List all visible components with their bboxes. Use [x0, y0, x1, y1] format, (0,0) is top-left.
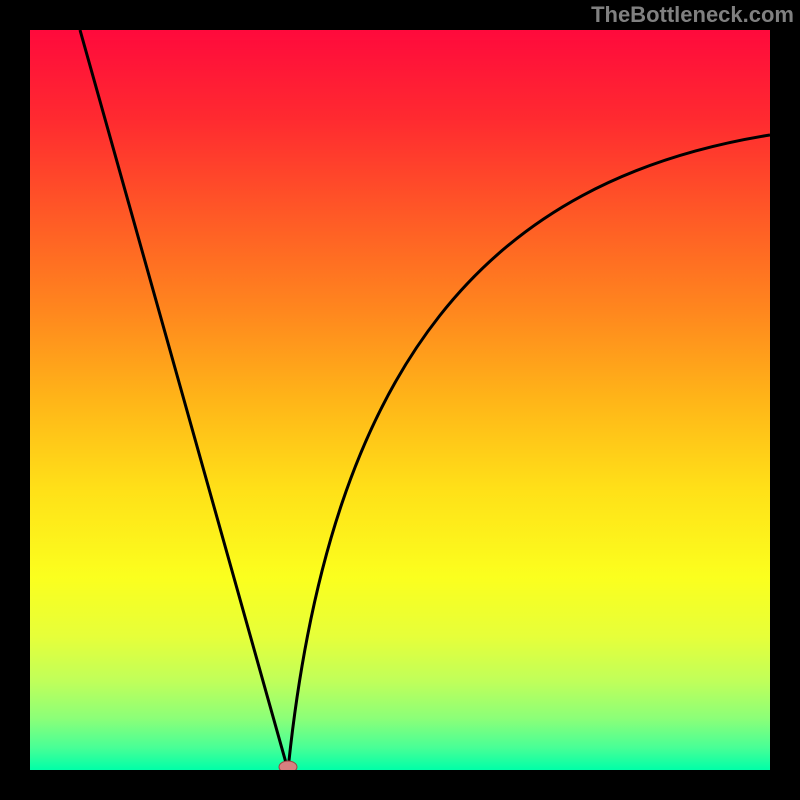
chart-container: TheBottleneck.com	[0, 0, 800, 800]
plot-area	[30, 30, 770, 770]
plot-svg	[30, 30, 770, 770]
plot-background	[30, 30, 770, 770]
watermark-text: TheBottleneck.com	[591, 2, 794, 28]
minimum-marker	[279, 761, 297, 770]
